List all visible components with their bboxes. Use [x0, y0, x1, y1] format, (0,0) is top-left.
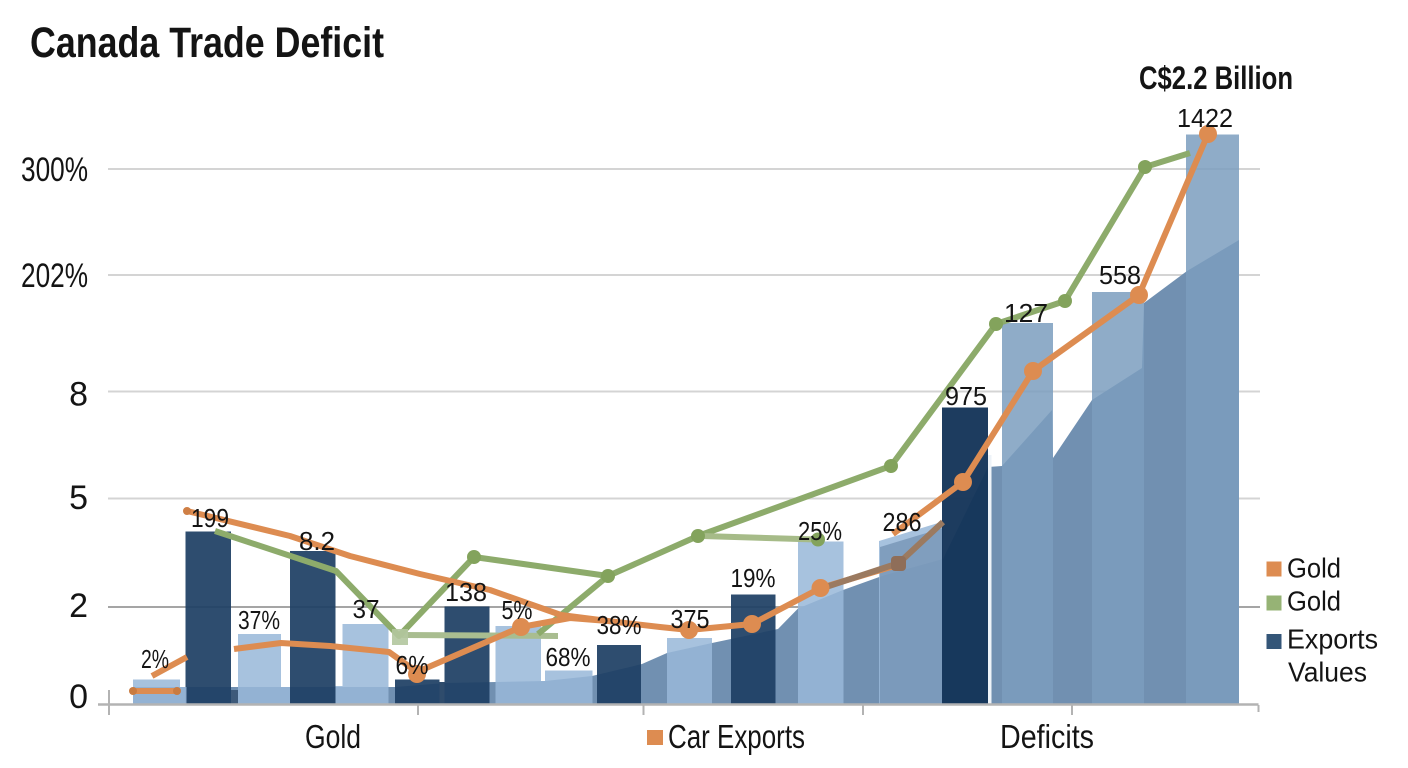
svg-text:0: 0: [69, 678, 88, 716]
svg-text:199: 199: [191, 503, 229, 533]
svg-text:25%: 25%: [798, 516, 842, 546]
svg-text:286: 286: [883, 507, 922, 537]
svg-text:202%: 202%: [21, 257, 88, 295]
svg-text:37%: 37%: [238, 605, 280, 635]
svg-text:Exports: Exports: [1287, 624, 1378, 655]
svg-text:Canada Trade Deficit: Canada Trade Deficit: [30, 19, 384, 67]
svg-text:38%: 38%: [597, 610, 642, 640]
svg-text:300%: 300%: [21, 151, 88, 189]
svg-text:Gold: Gold: [1287, 586, 1341, 617]
svg-text:19%: 19%: [731, 563, 776, 593]
svg-text:C$2.2 Billion: C$2.2 Billion: [1139, 60, 1293, 96]
svg-text:975: 975: [945, 381, 987, 411]
svg-text:Car Exports: Car Exports: [668, 718, 805, 755]
svg-text:8.2: 8.2: [299, 526, 335, 556]
svg-text:Deficits: Deficits: [1000, 718, 1094, 755]
svg-text:138: 138: [445, 577, 487, 607]
svg-text:558: 558: [1099, 260, 1141, 290]
svg-text:Gold: Gold: [305, 718, 361, 755]
svg-text:8: 8: [69, 376, 88, 414]
svg-text:68%: 68%: [546, 642, 591, 672]
svg-text:Values: Values: [1288, 657, 1367, 688]
svg-text:Gold: Gold: [1287, 553, 1341, 584]
svg-text:127: 127: [1004, 298, 1048, 328]
svg-text:6%: 6%: [396, 650, 429, 680]
svg-text:5%: 5%: [502, 595, 533, 625]
svg-text:1422: 1422: [1177, 103, 1233, 133]
svg-text:2: 2: [69, 587, 88, 625]
svg-text:2%: 2%: [141, 644, 169, 674]
svg-text:37: 37: [353, 594, 380, 624]
svg-text:375: 375: [671, 604, 710, 634]
svg-text:5: 5: [69, 479, 88, 517]
